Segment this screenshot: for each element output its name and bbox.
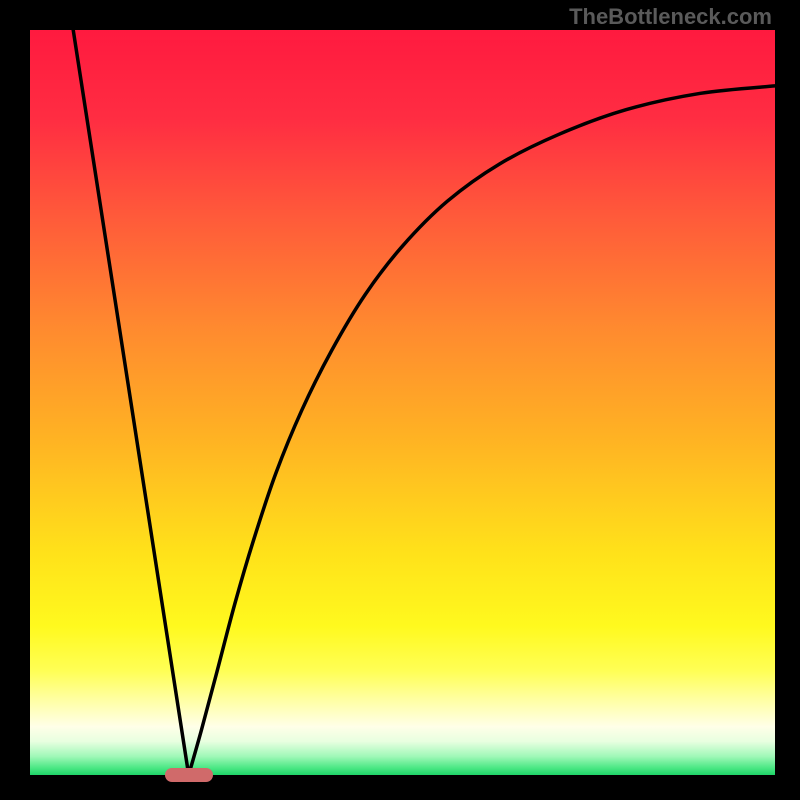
plot-area <box>30 30 775 775</box>
plot-svg <box>30 30 775 775</box>
gradient-background <box>30 30 775 775</box>
optimal-point-marker <box>165 768 213 782</box>
watermark-text: TheBottleneck.com <box>569 4 772 30</box>
